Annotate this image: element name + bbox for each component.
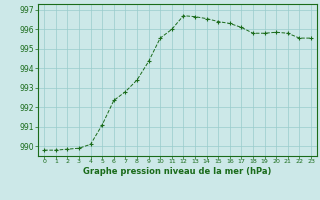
X-axis label: Graphe pression niveau de la mer (hPa): Graphe pression niveau de la mer (hPa) xyxy=(84,167,272,176)
